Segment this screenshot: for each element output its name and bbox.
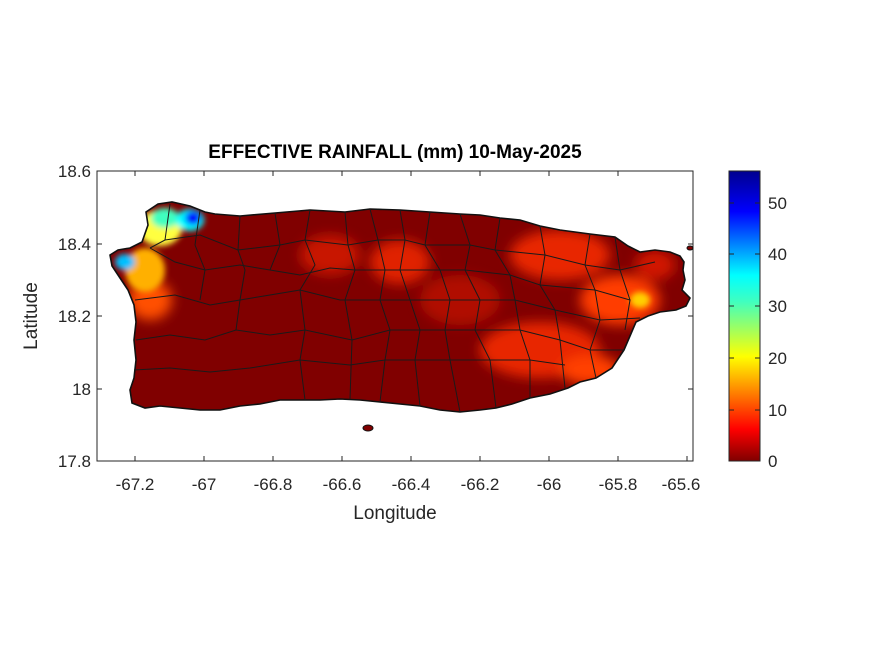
colorbar-tick-label: 30	[768, 297, 787, 316]
x-tick-label: -67.2	[116, 475, 155, 494]
colorbar-tick-label: 50	[768, 194, 787, 213]
x-tick-label: -66.4	[392, 475, 431, 494]
islet-icon	[686, 245, 694, 251]
x-axis-label: Longitude	[353, 503, 437, 524]
colorbar: 50 40 30 20 10 0	[728, 170, 787, 471]
colorbar-tick-label: 10	[768, 401, 787, 420]
x-tick-label: -66.2	[461, 475, 500, 494]
y-tick-label: 18.6	[58, 162, 91, 181]
municipality-boundaries	[133, 203, 656, 413]
y-tick-label: 18.4	[58, 235, 91, 254]
x-tick-label: -66.8	[254, 475, 293, 494]
x-tick-label: -66	[537, 475, 562, 494]
colorbar-tick-label: 20	[768, 349, 787, 368]
colorbar-tick-label: 0	[768, 452, 777, 471]
colorbar-gradient	[728, 170, 761, 462]
y-axis: 18.6 18.4 18.2 18 17.8	[58, 162, 693, 471]
y-tick-label: 18.2	[58, 307, 91, 326]
y-tick-label: 18	[72, 380, 91, 399]
y-tick-label: 17.8	[58, 452, 91, 471]
x-tick-label: -65.6	[662, 475, 701, 494]
x-tick-label: -67	[192, 475, 217, 494]
x-tick-label: -65.8	[599, 475, 638, 494]
x-tick-label: -66.6	[323, 475, 362, 494]
rainfall-field	[110, 202, 690, 412]
map-title: EFFECTIVE RAINFALL (mm) 10-May-2025	[208, 142, 582, 163]
x-axis: -67.2 -67 -66.8 -66.6 -66.4 -66.2 -66 -6…	[116, 171, 701, 494]
colorbar-tick-label: 40	[768, 245, 787, 264]
caja-de-muertos-island	[362, 424, 374, 432]
